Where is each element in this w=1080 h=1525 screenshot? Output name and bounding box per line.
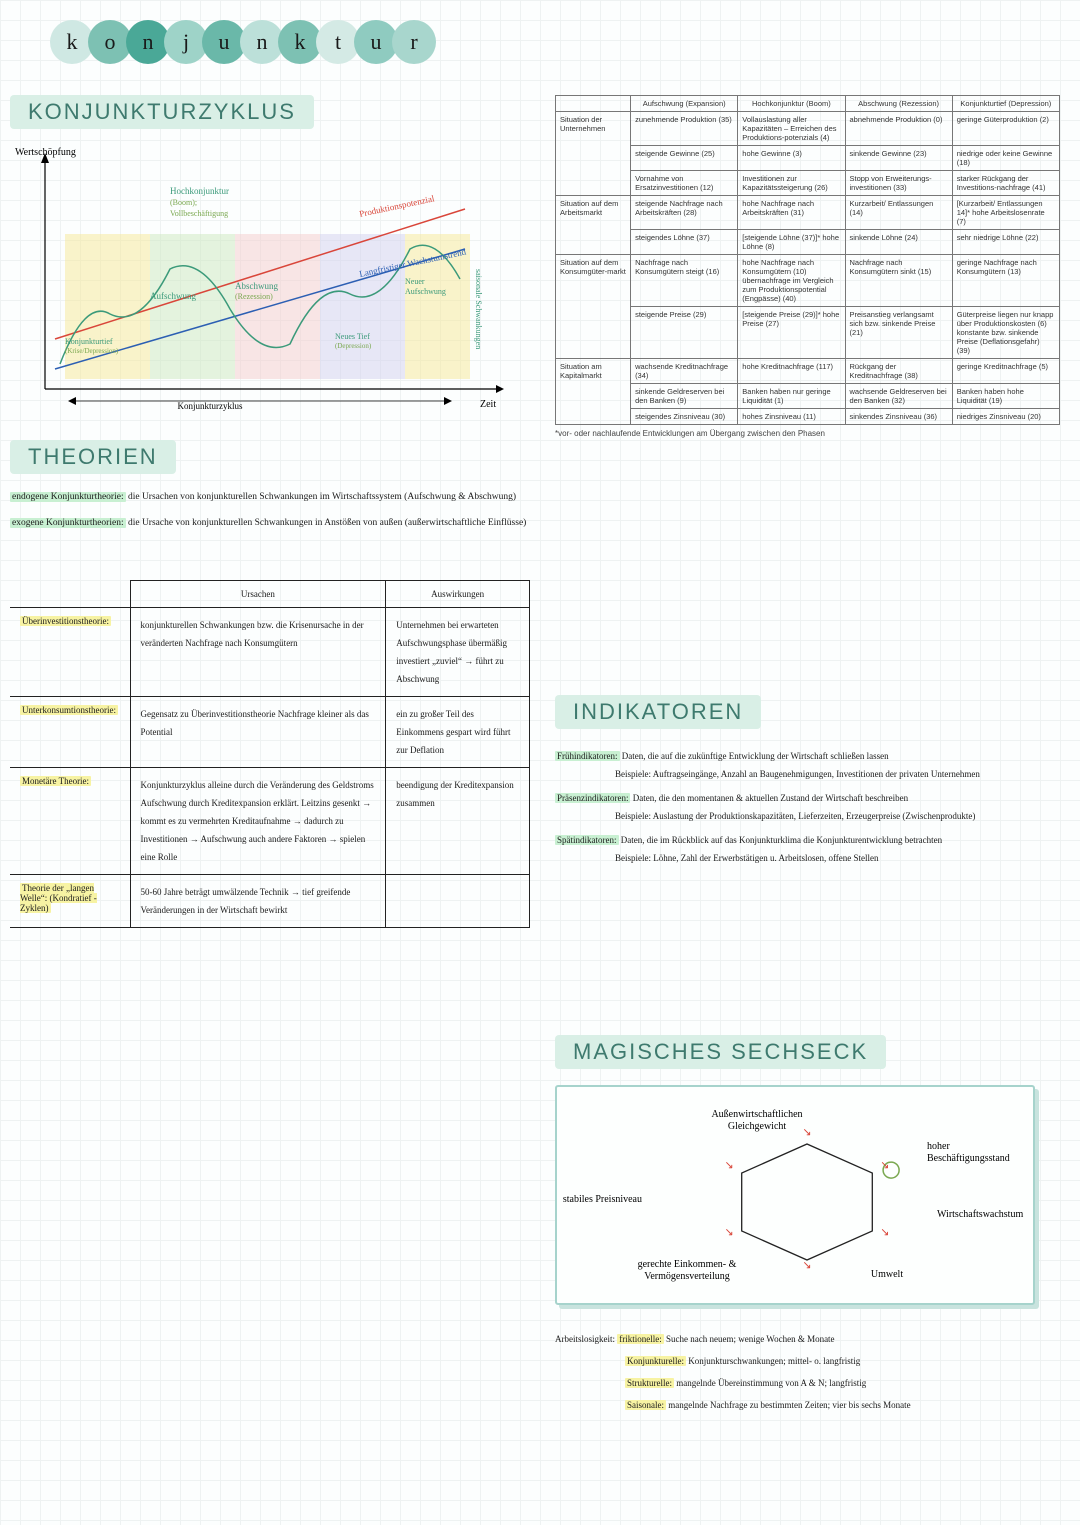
label-konjunkturelle: Konjunkturelle: (625, 1356, 686, 1366)
theory-exogene: exogene Konjunkturtheorien: die Ursache … (10, 514, 535, 534)
svg-text:(Krise/Depression): (Krise/Depression) (65, 347, 119, 355)
title-letter: r (392, 20, 436, 64)
svg-text:Vermögensverteilung: Vermögensverteilung (644, 1271, 730, 1282)
ex-frueh: Beispiele: Auftragseingänge, Anzahl an B… (555, 765, 1070, 783)
svg-text:↘: ↘ (802, 1260, 811, 1272)
theory-table: UrsachenAuswirkungenÜberinvestitionstheo… (10, 580, 530, 928)
label-endogene: endogene Konjunkturtheorie: (10, 492, 126, 502)
label-saisonale: Saisonale: (625, 1400, 666, 1410)
heading-indikatoren: INDIKATOREN (555, 695, 761, 729)
svg-text:gerechte Einkommen- &: gerechte Einkommen- & (638, 1259, 737, 1270)
svg-text:Neues Tief: Neues Tief (335, 332, 370, 341)
svg-text:(Depression): (Depression) (335, 342, 372, 350)
svg-text:Wertschöpfung: Wertschöpfung (15, 147, 76, 158)
text-spaet: Daten, die im Rückblick auf das Konjunkt… (621, 835, 942, 845)
svg-text:Konjunkturtief: Konjunkturtief (65, 337, 113, 346)
label-exogene: exogene Konjunkturtheorien: (10, 518, 126, 528)
ex-praes: Beispiele: Auslastung der Produktionskap… (555, 807, 1070, 825)
text-praes: Daten, die den momentanen & aktuellen Zu… (633, 793, 908, 803)
unemployment-block: Arbeitslosigkeit: friktionelle: Suche na… (555, 1330, 1070, 1414)
svg-text:Abschwung: Abschwung (235, 281, 278, 291)
svg-text:↘: ↘ (880, 1226, 889, 1238)
svg-text:Zeit: Zeit (480, 399, 496, 410)
svg-text:Umwelt: Umwelt (871, 1269, 903, 1280)
svg-text:Aufschwung: Aufschwung (150, 291, 196, 301)
svg-text:↘: ↘ (725, 1226, 734, 1238)
text-friktionelle: Suche nach neuem; wenige Wochen & Monate (666, 1334, 835, 1344)
svg-text:Produktionspotenzial: Produktionspotenzial (358, 193, 435, 219)
svg-text:↘: ↘ (802, 1126, 811, 1138)
svg-text:↘: ↘ (725, 1160, 734, 1172)
page-title: konjunktur (50, 20, 430, 64)
svg-text:Hochkonjunktur: Hochkonjunktur (170, 186, 229, 196)
svg-text:saisonale Schwankungen: saisonale Schwankungen (474, 269, 483, 349)
svg-text:(Boom);: (Boom); (170, 198, 197, 207)
svg-text:↘: ↘ (880, 1160, 889, 1172)
label-friktionelle: friktionelle: (617, 1334, 664, 1344)
theory-endogene: endogene Konjunkturtheorie: die Ursachen… (10, 488, 535, 508)
svg-text:Konjunkturzyklus: Konjunkturzyklus (178, 401, 243, 411)
svg-text:stabiles Preisniveau: stabiles Preisniveau (563, 1194, 642, 1205)
phase-table: Aufschwung (Expansion)Hochkonjunktur (Bo… (555, 95, 1060, 425)
indicators-body: Frühindikatoren: Daten, die auf die zukü… (555, 747, 1070, 867)
svg-text:(Rezession): (Rezession) (235, 292, 273, 301)
svg-text:Neuer: Neuer (405, 277, 425, 286)
svg-text:Beschäftigungsstand: Beschäftigungsstand (927, 1153, 1010, 1164)
text-exogene: die Ursache von konjunkturellen Schwanku… (128, 518, 526, 528)
svg-text:Vollbeschäftigung: Vollbeschäftigung (170, 209, 228, 218)
label-strukturelle: Strukturelle: (625, 1378, 674, 1388)
svg-text:hoher: hoher (927, 1141, 950, 1152)
heading-theorien: THEORIEN (10, 440, 176, 474)
hexagon-diagram: ↘ ↘ ↘ ↘ ↘ ↘ AußenwirtschaftlichenGleichgewich… (555, 1085, 1035, 1305)
cycle-diagram: Wertschöpfung Zeit Konjunkturzyklus Prod… (10, 139, 510, 419)
svg-text:Wirtschaftswachstum: Wirtschaftswachstum (937, 1209, 1023, 1220)
ex-spaet: Beispiele: Löhne, Zahl der Erwerbstätige… (555, 849, 1070, 867)
text-saisonale: mangelnde Nachfrage zu bestimmten Zeiten… (668, 1400, 910, 1410)
text-endogene: die Ursachen von konjunkturellen Schwank… (128, 492, 516, 502)
svg-text:Außenwirtschaftlichen: Außenwirtschaftlichen (711, 1109, 802, 1120)
text-strukturelle: mangelnde Übereinstimmung von A & N; lan… (676, 1378, 866, 1388)
label-arbeitslosigkeit: Arbeitslosigkeit: (555, 1334, 615, 1344)
text-konjunkturelle: Konjunkturschwankungen; mittel- o. langf… (688, 1356, 860, 1366)
phase-table-footnote: *vor- oder nachlaufende Entwicklungen am… (555, 429, 1070, 438)
svg-text:Gleichgewicht: Gleichgewicht (728, 1121, 787, 1132)
heading-konjunkturzyklus: KONJUNKTURZYKLUS (10, 95, 314, 129)
label-spaet: Spätindikatoren: (555, 835, 619, 845)
text-frueh: Daten, die auf die zukünftige Entwicklun… (622, 751, 889, 761)
svg-text:Aufschwung: Aufschwung (405, 287, 446, 296)
heading-sechseck: MAGISCHES SECHSECK (555, 1035, 886, 1069)
label-praes: Präsenzindikatoren: (555, 793, 630, 803)
label-frueh: Frühindikatoren: (555, 751, 620, 761)
